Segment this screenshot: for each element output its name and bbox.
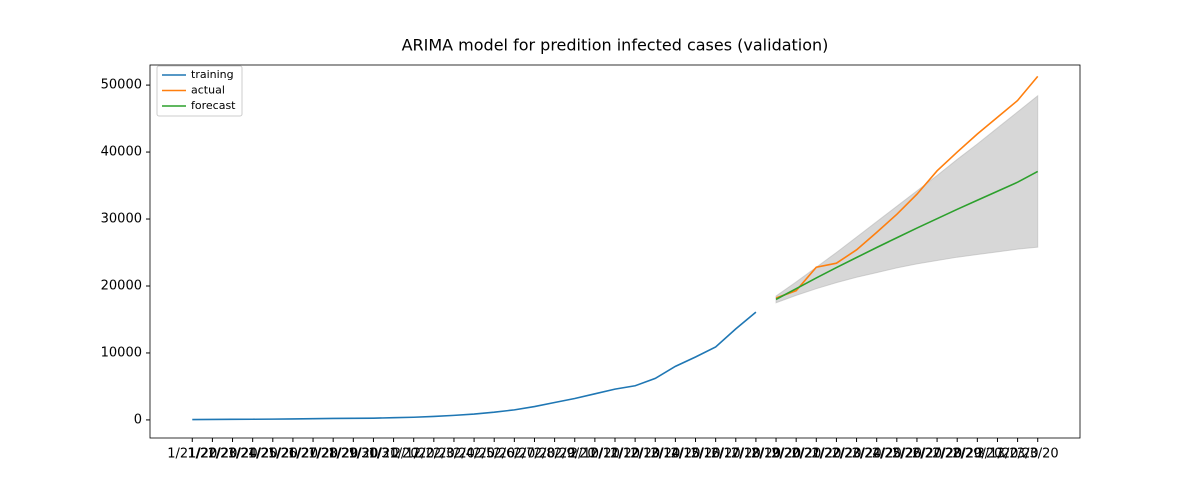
series-line: [192, 311, 757, 421]
x-tick-label: 2/27/20: [912, 447, 962, 462]
x-tick-label: 2/15/20: [670, 447, 720, 462]
x-tick-label: 2/5/20: [473, 447, 515, 462]
x-tick-label: 1/29/20: [328, 447, 378, 462]
x-tick-label: 2/7/20: [514, 447, 556, 462]
x-tick-label: 1/31/20: [369, 447, 419, 462]
y-tick-label: 40000: [101, 145, 142, 160]
y-tick-label: 20000: [101, 278, 142, 293]
x-tick-label: 2/9/20: [554, 447, 596, 462]
x-tick-label: 2/14/20: [650, 447, 700, 462]
x-tick-label: 2/2/20: [413, 447, 455, 462]
x-tick-label: 3/2/20: [997, 447, 1039, 462]
x-tick-label: 2/3/20: [433, 447, 475, 462]
y-tick-label: 10000: [101, 345, 142, 360]
x-tick-label: 1/23/20: [207, 447, 257, 462]
x-tick-label: 2/16/20: [691, 447, 741, 462]
legend-box: [156, 65, 243, 117]
x-tick-label: 2/23/20: [831, 447, 881, 462]
x-tick-label: 1/26/20: [268, 447, 318, 462]
x-tick-label: 1/28/20: [308, 447, 358, 462]
legend-label: forecast: [191, 99, 236, 112]
x-tick-label: 1/27/20: [288, 447, 338, 462]
x-tick-label: 2/24/20: [852, 447, 902, 462]
x-tick-label: 1/24/20: [228, 447, 278, 462]
x-tick-label: 3/1/20: [977, 447, 1019, 462]
x-tick-label: 2/21/20: [791, 447, 841, 462]
x-tick-label: 2/6/20: [493, 447, 535, 462]
x-tick-label: 2/4/20: [453, 447, 495, 462]
y-tick-label: 50000: [101, 78, 142, 93]
x-tick-label: 2/10/20: [570, 447, 620, 462]
series-line: [775, 75, 1039, 299]
legend-label: actual: [191, 84, 225, 97]
series-line: [775, 170, 1039, 301]
x-tick-label: 2/25/20: [872, 447, 922, 462]
x-tick-label: 2/26/20: [892, 447, 942, 462]
x-tick-label: 2/1/20: [393, 447, 435, 462]
x-tick-label: 1/21/20: [167, 447, 217, 462]
x-tick-label: 1/25/20: [248, 447, 298, 462]
x-tick-label: 2/20/20: [771, 447, 821, 462]
x-tick-label: 2/29/20: [952, 447, 1002, 462]
y-tick-label: 0: [134, 412, 142, 427]
chart-title: ARIMA model for predition infected cases…: [402, 36, 829, 55]
x-tick-label: 2/12/20: [610, 447, 660, 462]
x-tick-label: 3/3/20: [1017, 447, 1059, 462]
legend-label: training: [191, 68, 234, 81]
x-tick-label: 2/8/20: [534, 447, 576, 462]
confidence-band: [775, 94, 1039, 304]
x-tick-label: 2/17/20: [711, 447, 761, 462]
x-tick-label: 2/18/20: [731, 447, 781, 462]
x-tick-label: 2/13/20: [630, 447, 680, 462]
x-tick-label: 1/30/20: [348, 447, 398, 462]
x-tick-label: 2/11/20: [590, 447, 640, 462]
x-tick-label: 2/28/20: [932, 447, 982, 462]
y-tick-label: 30000: [101, 212, 142, 227]
x-tick-label: 2/22/20: [811, 447, 861, 462]
x-tick-label: 2/19/20: [751, 447, 801, 462]
x-tick-label: 1/22/20: [187, 447, 237, 462]
